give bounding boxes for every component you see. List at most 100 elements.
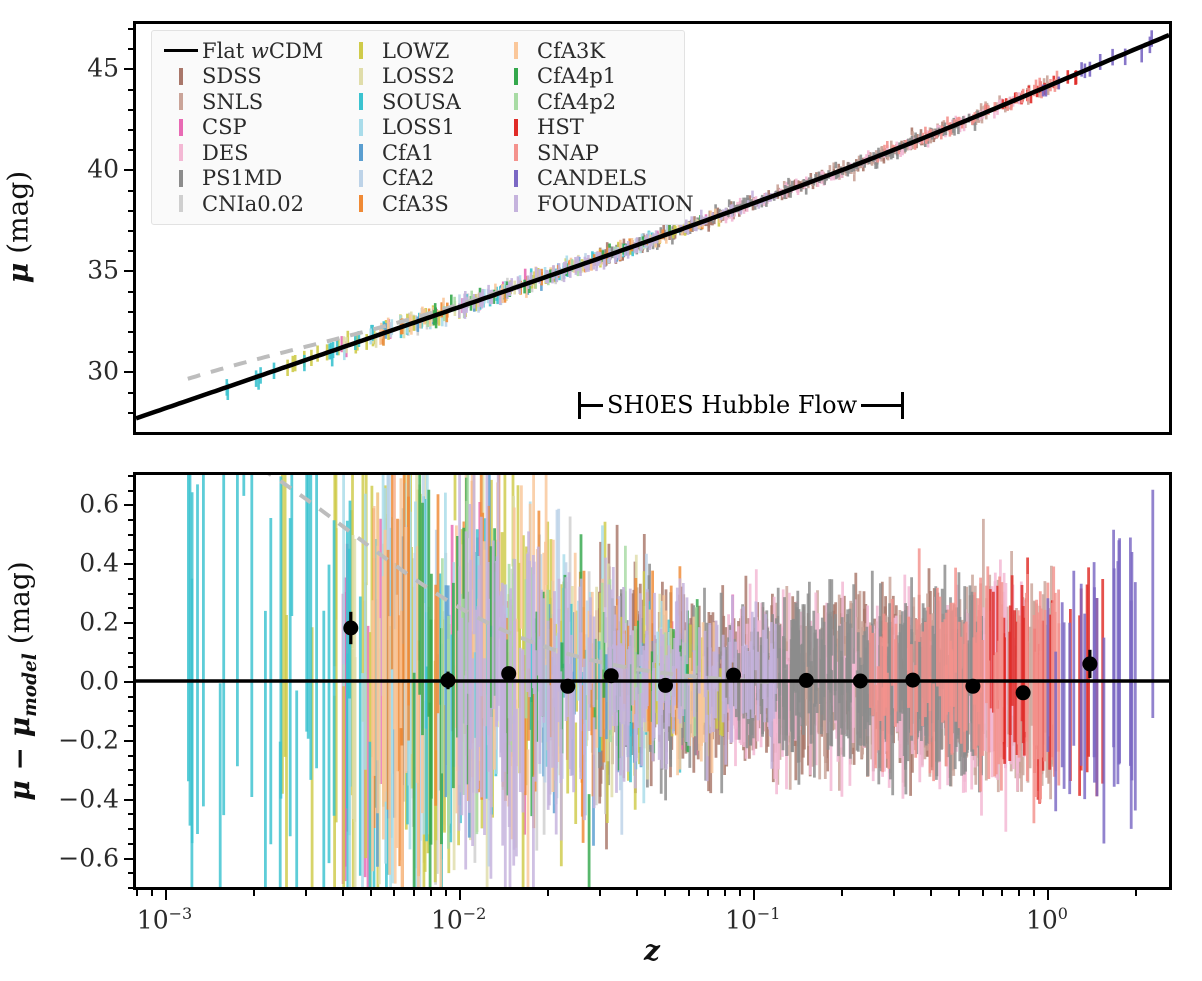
y-tick-bottom-0.40 [124,563,133,565]
legend-column-0: Flat wCDM SDSS SNLS CSP DES PS1MD CNIa0.02 [162,38,342,217]
binned-residual-points [343,611,1098,701]
legend-item-label: CNIa0.02 [202,191,305,216]
y-tick-bottom-0.00 [124,681,133,683]
legend-item-loss2[interactable]: LOSS2 [342,64,497,90]
survey-color-icon [162,67,200,85]
top-panel-y-axis-title: μ (mag) [2,171,35,283]
x-tick-label-2: 10−1 [725,904,781,935]
survey-color-icon [162,118,200,136]
x-tick-0.00080 [136,890,138,896]
legend-item-label: CfA4p2 [537,89,617,114]
x-tick-1.0 [1047,890,1049,900]
legend-item-ps1md[interactable]: PS1MD [162,166,342,192]
y-tick-top-43 [128,109,133,111]
y-tick-top-29 [128,392,133,394]
x-tick-0.030 [599,890,601,896]
legend-color-swatch [359,195,363,213]
y-tick-bottom--0.55 [128,843,133,845]
legend-line-swatch [164,49,198,53]
y-tick-bottom-0.70 [128,475,133,477]
legend-item-sdss[interactable]: SDSS [162,64,342,90]
y-tick-label-top-45: 45 [87,53,119,83]
x-tick-0.0060 [393,890,395,896]
top-panel-data-canvas [136,30,1169,421]
legend-item-csp[interactable]: CSP [162,115,342,141]
y-tick-bottom--0.30 [128,769,133,771]
survey-color-icon [162,195,200,213]
x-tick-label-1: 10−2 [430,904,487,935]
y-tick-bottom--0.20 [124,740,133,742]
legend-item-sousa[interactable]: SOUSA [342,89,497,115]
legend-item-cfa2[interactable]: CfA2 [342,166,497,192]
legend-item-label: LOSS2 [382,64,455,89]
legend-item-cfa3s[interactable]: CfA3S [342,191,497,217]
x-tick-0.60 [982,890,984,896]
legend-item-cnia0-02[interactable]: CNIa0.02 [162,191,342,217]
legend-item-cfa3k[interactable]: CfA3K [497,38,672,64]
flat-wcdm-model-line [136,33,1169,421]
legend-color-swatch [179,195,183,213]
survey-color-icon [497,118,535,136]
sh0es-label: SH0ES Hubble Flow [607,391,858,419]
legend-item-label: CANDELS [537,166,648,191]
legend-item-cfa4p1[interactable]: CfA4p1 [497,64,672,90]
legend-color-swatch [359,144,363,162]
y-tick-bottom-0.50 [128,534,133,536]
legend-color-swatch [514,144,518,162]
sh0es-right-bar [861,403,902,407]
y-tick-label-bottom-3: 0.0 [79,666,119,696]
bottom-panel-y-axis-title: μ − μmodel (mag) [3,561,41,800]
legend-item-flat-wcdm[interactable]: Flat wCDM [162,38,342,64]
legend-color-swatch [514,67,518,85]
x-tick-0.0010 [165,890,167,900]
x-tick-0.080 [724,890,726,896]
x-tick-0.70 [1001,890,1003,896]
y-tick-top-31 [128,351,133,353]
x-tick-0.040 [636,890,638,896]
legend-color-swatch [359,42,363,60]
y-tick-bottom--0.65 [128,872,133,874]
y-tick-top-38 [128,210,133,212]
survey-color-icon [497,169,535,187]
x-tick-0.0070 [413,890,415,896]
survey-color-icon [342,144,380,162]
y-tick-label-top-35: 35 [87,255,119,285]
legend-color-swatch [514,42,518,60]
legend-item-foundation[interactable]: FOUNDATION [497,191,694,217]
legend-color-swatch [179,67,183,85]
legend-color-swatch [514,118,518,136]
legend-item-snls[interactable]: SNLS [162,89,342,115]
residual-lowz-dashed-curve [267,475,777,685]
legend-color-swatch [514,195,518,213]
y-tick-bottom-0.45 [128,549,133,551]
legend-color-swatch [359,93,363,111]
legend-item-des[interactable]: DES [162,140,342,166]
y-tick-top-39 [128,190,133,192]
bottom-y-symbol: μ − μ [3,716,37,801]
legend-color-swatch [359,67,363,85]
x-tick-0.40 [930,890,932,896]
legend-item-snap[interactable]: SNAP [497,140,672,166]
x-tick-0.0080 [430,890,432,896]
survey-color-icon [342,169,380,187]
y-tick-label-bottom-4: 0.2 [79,607,119,637]
y-tick-label-top-40: 40 [87,154,119,184]
survey-color-icon [497,67,535,85]
legend-item-cfa1[interactable]: CfA1 [342,140,497,166]
legend-item-lowz[interactable]: LOWZ [342,38,497,64]
x-tick-0.0050 [370,890,372,896]
legend-item-hst[interactable]: HST [497,115,672,141]
y-tick-bottom--0.10 [128,710,133,712]
y-tick-bottom--0.05 [128,696,133,698]
legend-item-loss1[interactable]: LOSS1 [342,115,497,141]
legend-item-cfa4p2[interactable]: CfA4p2 [497,89,672,115]
x-tick-0.050 [664,890,666,896]
x-axis-title: z [644,934,660,967]
sh0es-right-cap [901,391,905,419]
legend-item-label: SOUSA [382,89,461,114]
x-tick-label-3: 100 [1025,904,1068,935]
legend-item-candels[interactable]: CANDELS [497,166,672,192]
x-tick-0.30 [893,890,895,896]
legend-item-label: Flat wCDM [202,38,324,63]
legend-column-2: CfA3K CfA4p1 CfA4p2 HST SNAP CANDELS FOUNDATIO… [497,38,694,217]
